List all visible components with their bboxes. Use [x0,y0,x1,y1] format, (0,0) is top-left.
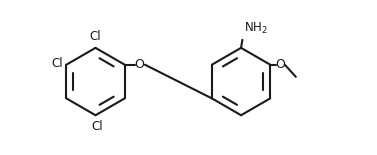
Text: Cl: Cl [90,30,101,43]
Text: O: O [135,58,144,71]
Text: Cl: Cl [91,120,103,133]
Text: Cl: Cl [52,57,63,70]
Text: O: O [276,58,285,71]
Text: NH$_2$: NH$_2$ [244,21,268,36]
